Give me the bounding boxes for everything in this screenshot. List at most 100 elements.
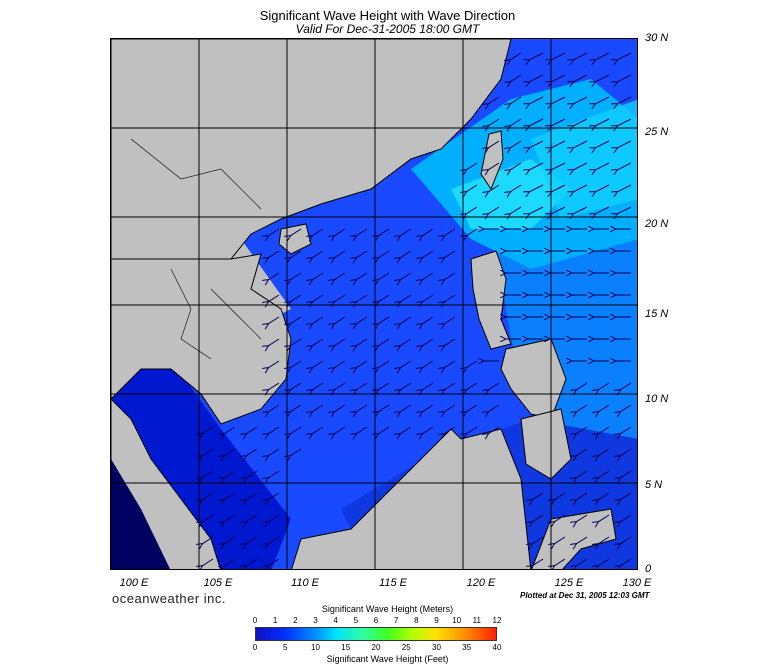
wave-arrow (551, 184, 566, 192)
wave-arrow (620, 426, 632, 434)
wave-arrow (334, 250, 346, 258)
wave-arrow (356, 360, 368, 368)
wave-arrow (598, 536, 610, 544)
wave-arrow (488, 404, 500, 412)
wave-arrow (312, 382, 324, 390)
lon-label-100e: 100 E (119, 577, 149, 589)
wave-arrow (573, 118, 588, 126)
wave-arrow (268, 514, 280, 522)
wave-arrow (334, 316, 346, 324)
wave-arrow (576, 558, 588, 566)
wave-direction-arrows (202, 52, 632, 566)
wave-arrow (576, 492, 588, 500)
wave-arrow (554, 514, 566, 522)
wave-arrow (598, 470, 610, 478)
wave-arrow (620, 558, 632, 566)
wave-arrow (224, 492, 236, 500)
wave-arrow (551, 162, 566, 170)
wave-arrow (595, 118, 610, 126)
wave-arrow (595, 162, 610, 170)
wave-arrow (312, 316, 324, 324)
wave-arrow (378, 360, 390, 368)
lat-label-20n: 20 N (645, 218, 669, 230)
wave-arrow (620, 492, 632, 500)
wave-arrow (400, 360, 412, 368)
legend-meter-tick: 8 (414, 616, 419, 625)
wave-arrow (617, 162, 632, 170)
wave-arrow (202, 558, 214, 566)
wave-arrow (422, 272, 434, 280)
wave-arrow (290, 294, 302, 302)
wave-arrow (268, 250, 280, 258)
wave-arrow (268, 404, 280, 412)
wave-arrow (532, 492, 544, 500)
wave-arrow (290, 250, 302, 258)
wave-arrow (466, 382, 478, 390)
wave-arrow (595, 74, 610, 82)
wave-arrow (488, 140, 500, 148)
wave-arrow (551, 74, 566, 82)
lat-label-5n: 5 N (645, 479, 663, 491)
wave-arrow (334, 228, 346, 236)
wave-arrow (510, 52, 522, 60)
lat-label-30n: 30 N (645, 32, 669, 44)
wave-arrow (334, 382, 346, 390)
wave-arrow (290, 448, 302, 456)
wave-arrow (378, 272, 390, 280)
wave-arrow (356, 228, 368, 236)
wave-arrow (334, 360, 346, 368)
wave-arrow (268, 338, 280, 346)
wave-arrow (312, 250, 324, 258)
legend-meter-tick: 3 (313, 616, 318, 625)
wave-arrow (488, 206, 500, 214)
wave-arrow (595, 140, 610, 148)
wave-arrow (576, 514, 588, 522)
lon-label-115e: 115 E (379, 577, 407, 589)
wave-arrow (595, 52, 610, 60)
wave-arrow (551, 52, 566, 60)
wave-arrow (378, 382, 390, 390)
wave-arrow (356, 382, 368, 390)
wave-arrow (268, 448, 280, 456)
wave-arrow (488, 184, 500, 192)
wave-arrow (400, 228, 412, 236)
wave-height-colorbar (255, 627, 497, 641)
wave-arrow (246, 470, 258, 478)
lat-label-10n: 10 N (645, 393, 669, 405)
wave-arrow (617, 74, 632, 82)
wave-arrow (268, 470, 280, 478)
legend-feet-tick: 0 (252, 643, 258, 652)
wave-arrow (444, 426, 456, 434)
wave-arrow (576, 426, 588, 434)
wave-arrow (576, 404, 588, 412)
wave-arrow (444, 294, 456, 302)
wave-arrow (378, 338, 390, 346)
wave-arrow (334, 272, 346, 280)
legend-meter-tick: 7 (393, 616, 399, 625)
wave-arrow (422, 228, 434, 236)
wave-arrow (400, 404, 412, 412)
wave-arrow (290, 426, 302, 434)
wave-arrow (444, 382, 456, 390)
wave-arrow (356, 338, 368, 346)
wave-arrow (224, 536, 236, 544)
lat-label-25n: 25 N (645, 126, 669, 138)
wave-arrow (466, 426, 478, 434)
wave-arrow (268, 382, 280, 390)
wave-arrow (573, 96, 588, 104)
wave-arrow (400, 294, 412, 302)
wave-arrow (595, 96, 610, 104)
wave-arrow (400, 338, 412, 346)
map-subtitle: Valid For Dec-31-2005 18:00 GMT (295, 22, 480, 36)
wave-arrow (595, 184, 610, 192)
wave-arrow (312, 294, 324, 302)
legend-feet-tick: 15 (341, 643, 351, 652)
wave-arrow (246, 426, 258, 434)
lat-label-0: 0 (645, 563, 652, 575)
wave-arrow (444, 228, 456, 236)
wave-arrow (598, 448, 610, 456)
legend-meter-tick: 0 (252, 616, 258, 625)
wave-arrow (444, 360, 456, 368)
legend-feet-tick: 35 (462, 643, 472, 652)
wave-arrow (378, 250, 390, 258)
